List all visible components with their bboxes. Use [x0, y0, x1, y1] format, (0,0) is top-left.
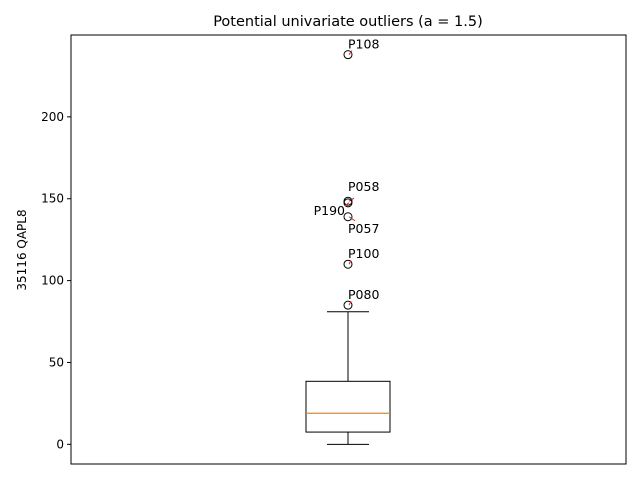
chart-title: Potential univariate outliers (a = 1.5): [213, 14, 483, 30]
outlier-label: P190: [314, 203, 345, 218]
plot-area: [70, 34, 627, 465]
outlier-label: P058: [348, 179, 379, 194]
y-tick-label: 150: [41, 192, 64, 206]
iqr-box: [305, 380, 391, 433]
annotation-arrow: [348, 300, 352, 306]
annotation-arrow: [348, 197, 355, 202]
outlier-label: P100: [348, 246, 379, 261]
y-axis-label: 35116 QAPL8: [15, 209, 29, 290]
outlier-label: P108: [348, 37, 379, 52]
outlier-label: P080: [348, 287, 379, 302]
y-axis: 0 50 100 150 200: [41, 110, 71, 451]
outlier-point: [343, 50, 353, 60]
annotation-arrow: [348, 216, 356, 222]
annotation-arrow: [348, 260, 352, 265]
outlier-point: [343, 259, 353, 269]
outlier-point: [343, 212, 353, 222]
y-tick-label: 200: [41, 110, 64, 124]
outlier-point: [343, 300, 353, 310]
box-plot: [305, 311, 391, 445]
y-tick-label: 50: [49, 355, 64, 369]
annotation-arrow: [348, 50, 353, 55]
y-tick-label: 100: [41, 274, 64, 288]
annotation-arrow: [344, 202, 350, 207]
outlier-point: [343, 198, 353, 208]
y-tick-label: 0: [56, 437, 64, 451]
outlier-label: P057: [348, 221, 379, 236]
